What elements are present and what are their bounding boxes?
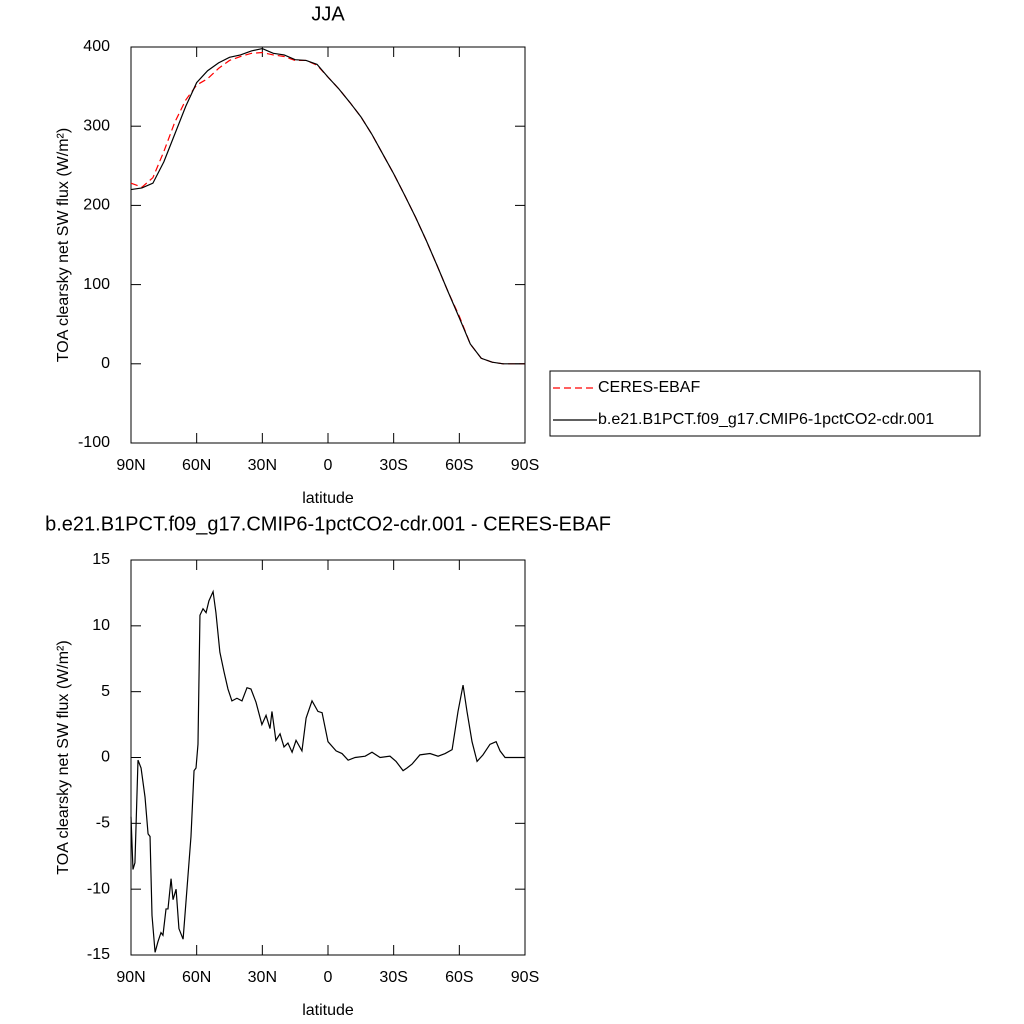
y-tick-label: 100: [83, 276, 110, 293]
legend-box: [549, 370, 981, 437]
y-tick-label: 0: [101, 355, 110, 372]
y-tick-label: 15: [92, 551, 110, 568]
x-tick-label: 30N: [248, 969, 277, 986]
y-tick-label: -10: [87, 880, 110, 897]
x-tick-label: 90N: [116, 969, 145, 986]
legend-label: b.e21.B1PCT.f09_g17.CMIP6-1pctCO2-cdr.00…: [598, 411, 934, 428]
chart-title: JJA: [311, 3, 345, 25]
y-axis-label: TOA clearsky net SW flux (W/m²): [55, 640, 72, 874]
y-tick-label: -5: [96, 815, 110, 832]
y-tick-label: 300: [83, 117, 110, 134]
y-tick-label: 400: [83, 38, 110, 55]
x-tick-label: 30S: [379, 969, 407, 986]
y-tick-label: 200: [83, 197, 110, 214]
x-tick-label: 90N: [116, 457, 145, 474]
x-tick-label: 30N: [248, 457, 277, 474]
x-tick-label: 60N: [182, 969, 211, 986]
x-tick-label: 60S: [445, 457, 473, 474]
chart-title: b.e21.B1PCT.f09_g17.CMIP6-1pctCO2-cdr.00…: [45, 513, 611, 535]
legend-label: CERES-EBAF: [598, 379, 700, 396]
plot-frame: [130, 559, 526, 956]
x-tick-label: 30S: [379, 457, 407, 474]
x-tick-label: 60N: [182, 457, 211, 474]
x-tick-label: 90S: [511, 969, 539, 986]
data-line: [130, 47, 525, 365]
data-line: [130, 589, 525, 953]
y-tick-label: 10: [92, 617, 110, 634]
x-axis-label: latitude: [302, 490, 354, 507]
y-axis-label: TOA clearsky net SW flux (W/m²): [55, 128, 72, 362]
plot-frame: [130, 46, 526, 444]
x-tick-label: 90S: [511, 457, 539, 474]
y-tick-label: -100: [78, 434, 110, 451]
data-line: [130, 51, 525, 365]
y-tick-label: -15: [87, 946, 110, 963]
x-axis-label: latitude: [302, 1002, 354, 1019]
x-tick-label: 0: [324, 457, 333, 474]
y-tick-label: 0: [101, 749, 110, 766]
x-tick-label: 0: [324, 969, 333, 986]
x-tick-label: 60S: [445, 969, 473, 986]
y-tick-label: 5: [101, 683, 110, 700]
